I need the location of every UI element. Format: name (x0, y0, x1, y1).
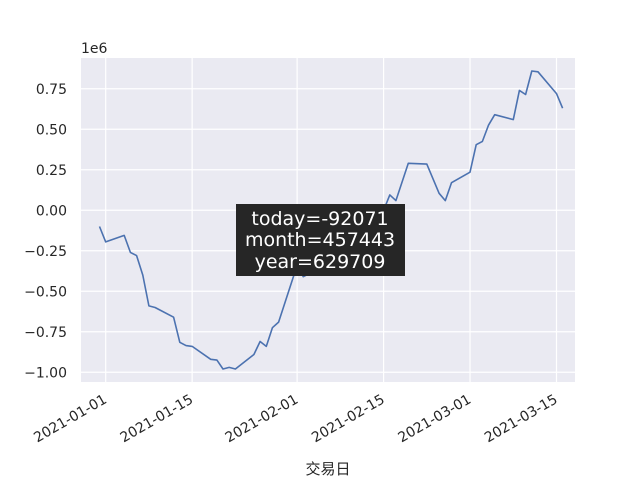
x-tick-label: 2021-02-15 (309, 392, 387, 447)
x-tick-label: 2021-03-15 (482, 392, 560, 447)
y-tick-label: 0.00 (36, 203, 67, 219)
y-tick-label: −0.50 (24, 284, 67, 300)
y-tick-label: 0.50 (36, 122, 67, 138)
x-tick-label: 2021-03-01 (396, 392, 474, 447)
y-tick-label: −0.25 (24, 244, 67, 260)
x-axis: 2021-01-01 2021-01-15 2021-02-01 2021-02-15… (31, 392, 560, 447)
x-axis-label: 交易日 (305, 460, 350, 478)
y-axis: 0.75 0.50 0.25 0.00 −0.25 −0.50 −0.75 −1.00 (24, 82, 67, 382)
annotation-line-month: month=457443 (245, 229, 395, 251)
y-tick-label: −1.00 (24, 365, 67, 381)
x-tick-label: 2021-01-15 (118, 392, 196, 447)
y-offset-label: 1e6 (81, 41, 108, 57)
x-tick-label: 2021-01-01 (31, 392, 109, 447)
x-tick-label: 2021-02-01 (223, 392, 301, 447)
annotation-line-today: today=-92071 (251, 208, 388, 230)
y-tick-label: −0.75 (24, 325, 67, 341)
annotation-box: today=-92071 month=457443 year=629709 (236, 204, 405, 276)
annotation-line-year: year=629709 (255, 251, 386, 273)
y-tick-label: 0.25 (36, 163, 67, 179)
y-tick-label: 0.75 (36, 82, 67, 98)
